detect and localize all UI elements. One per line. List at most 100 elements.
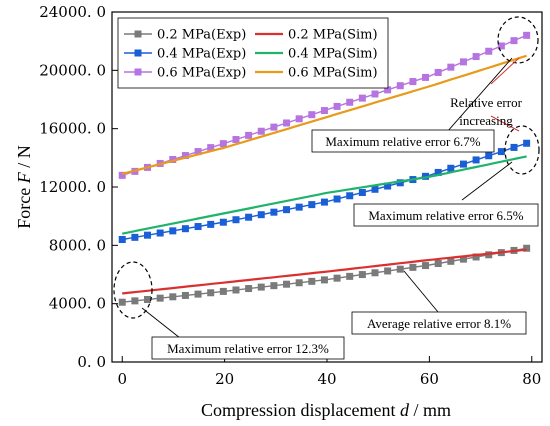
data-point-marker <box>308 277 316 285</box>
data-point-marker <box>371 90 379 98</box>
data-point-marker <box>270 282 278 290</box>
annotation-max-error-04: Maximum relative error 6.5% <box>368 208 523 223</box>
data-point-marker <box>232 216 240 224</box>
data-point-marker <box>396 265 404 273</box>
data-point-marker <box>131 297 139 305</box>
annotation-box <box>151 336 345 360</box>
y-axis-title-unit: / N <box>14 145 34 172</box>
data-point-marker <box>459 58 467 66</box>
data-point-marker <box>459 255 467 263</box>
series-layer <box>118 31 531 306</box>
data-point-marker <box>257 283 265 291</box>
legend-label: 0.2 MPa(Exp) <box>157 28 246 43</box>
annotation-average-error-02: Average relative error 8.1% <box>367 316 511 331</box>
arrow-line <box>403 270 439 313</box>
data-point-marker <box>118 298 126 306</box>
data-point-marker <box>169 227 177 235</box>
x-tick-label: 0 <box>117 370 127 388</box>
data-point-marker <box>447 63 455 71</box>
x-tick-label: 40 <box>317 370 336 388</box>
data-point-marker <box>118 236 126 243</box>
data-point-marker <box>459 160 467 168</box>
legend-entry: 0.6 MPa(Exp) <box>124 66 246 81</box>
data-point-marker <box>409 78 417 86</box>
data-point-marker <box>194 290 202 298</box>
x-axis-title-var: d <box>400 400 410 420</box>
y-axis-title-text: Force <box>14 188 34 229</box>
legend-entry: 0.2 MPa(Sim) <box>255 28 378 43</box>
data-point-marker <box>270 208 278 216</box>
data-point-marker <box>333 195 341 203</box>
series-sim <box>121 54 527 175</box>
y-tick-label: 16000. 0 <box>39 120 106 138</box>
legend-entry: 0.4 MPa(Sim) <box>255 47 378 62</box>
data-point-marker <box>169 293 177 301</box>
data-point-marker <box>169 155 177 163</box>
data-point-marker <box>219 287 227 295</box>
data-point-marker <box>409 263 417 271</box>
data-point-marker <box>207 144 215 152</box>
annotation-box <box>351 311 527 335</box>
legend: 0.2 MPa(Exp) 0.2 MPa(Sim) 0.4 MPa(Exp) 0.4 … <box>117 17 389 89</box>
legend-entry: 0.4 MPa(Exp) <box>124 47 246 62</box>
series-line <box>121 155 527 235</box>
data-point-marker <box>207 220 215 228</box>
annotation-relative-error: Relative error <box>450 95 522 110</box>
data-point-marker <box>396 179 404 187</box>
data-point-marker <box>320 198 328 206</box>
legend-entry: 0.2 MPa(Exp) <box>124 28 246 43</box>
annotation-box <box>311 129 495 153</box>
data-point-marker <box>194 148 202 156</box>
series-sim <box>122 248 527 295</box>
data-point-marker <box>333 102 341 110</box>
x-axis-title-text: Compression displacement <box>201 400 395 420</box>
data-point-marker <box>523 31 531 39</box>
data-point-marker <box>346 192 354 200</box>
data-point-marker <box>118 171 126 179</box>
data-point-marker <box>232 286 240 294</box>
legend-entries: 0.2 MPa(Exp) 0.2 MPa(Sim) 0.4 MPa(Exp) 0.4 … <box>124 28 378 81</box>
x-axis-title: Compression displacement d / mm <box>201 400 451 420</box>
y-tick-label: 0. 0 <box>77 353 106 371</box>
data-point-marker <box>346 98 354 106</box>
data-point-marker <box>497 148 505 156</box>
data-point-marker <box>232 136 240 144</box>
data-point-marker <box>181 291 189 299</box>
legend-label: 0.4 MPa(Exp) <box>157 47 246 62</box>
y-tick-label: 20000. 0 <box>39 61 106 79</box>
data-point-marker <box>295 203 303 211</box>
data-point-marker <box>485 47 493 55</box>
annotation-max-error-02: Maximum relative error 12.3% <box>167 341 329 356</box>
data-point-marker <box>510 37 518 45</box>
annotation-increasing: increasing <box>459 113 513 128</box>
data-point-marker <box>308 201 316 209</box>
x-tick-label: 60 <box>420 370 439 388</box>
x-axis-title-unit: / mm <box>409 400 451 420</box>
data-point-marker <box>358 271 366 279</box>
data-point-marker <box>510 143 518 151</box>
data-point-marker <box>194 223 202 231</box>
data-point-marker <box>295 279 303 287</box>
data-point-marker <box>472 53 480 61</box>
data-point-marker <box>358 94 366 102</box>
y-tick-label: 4000. 0 <box>49 295 106 313</box>
annotation-box <box>353 203 539 227</box>
legend-swatch-marker <box>134 68 142 76</box>
data-point-marker <box>144 296 152 304</box>
arrow-line <box>446 57 513 133</box>
data-point-marker <box>384 86 392 94</box>
data-point-marker <box>447 257 455 265</box>
series-exp <box>118 139 531 243</box>
y-axis-title-var: F <box>14 171 34 184</box>
series-line <box>122 248 527 295</box>
data-point-marker <box>346 272 354 280</box>
data-point-marker <box>308 111 316 119</box>
legend-entry: 0.6 MPa(Sim) <box>255 66 378 81</box>
y-tick-label: 12000. 0 <box>39 178 106 196</box>
data-point-marker <box>257 127 265 135</box>
data-point-marker <box>283 206 291 214</box>
data-point-marker <box>181 152 189 160</box>
x-tick-label: 20 <box>215 370 234 388</box>
data-point-marker <box>434 260 442 268</box>
red-arrow-line <box>490 57 520 85</box>
